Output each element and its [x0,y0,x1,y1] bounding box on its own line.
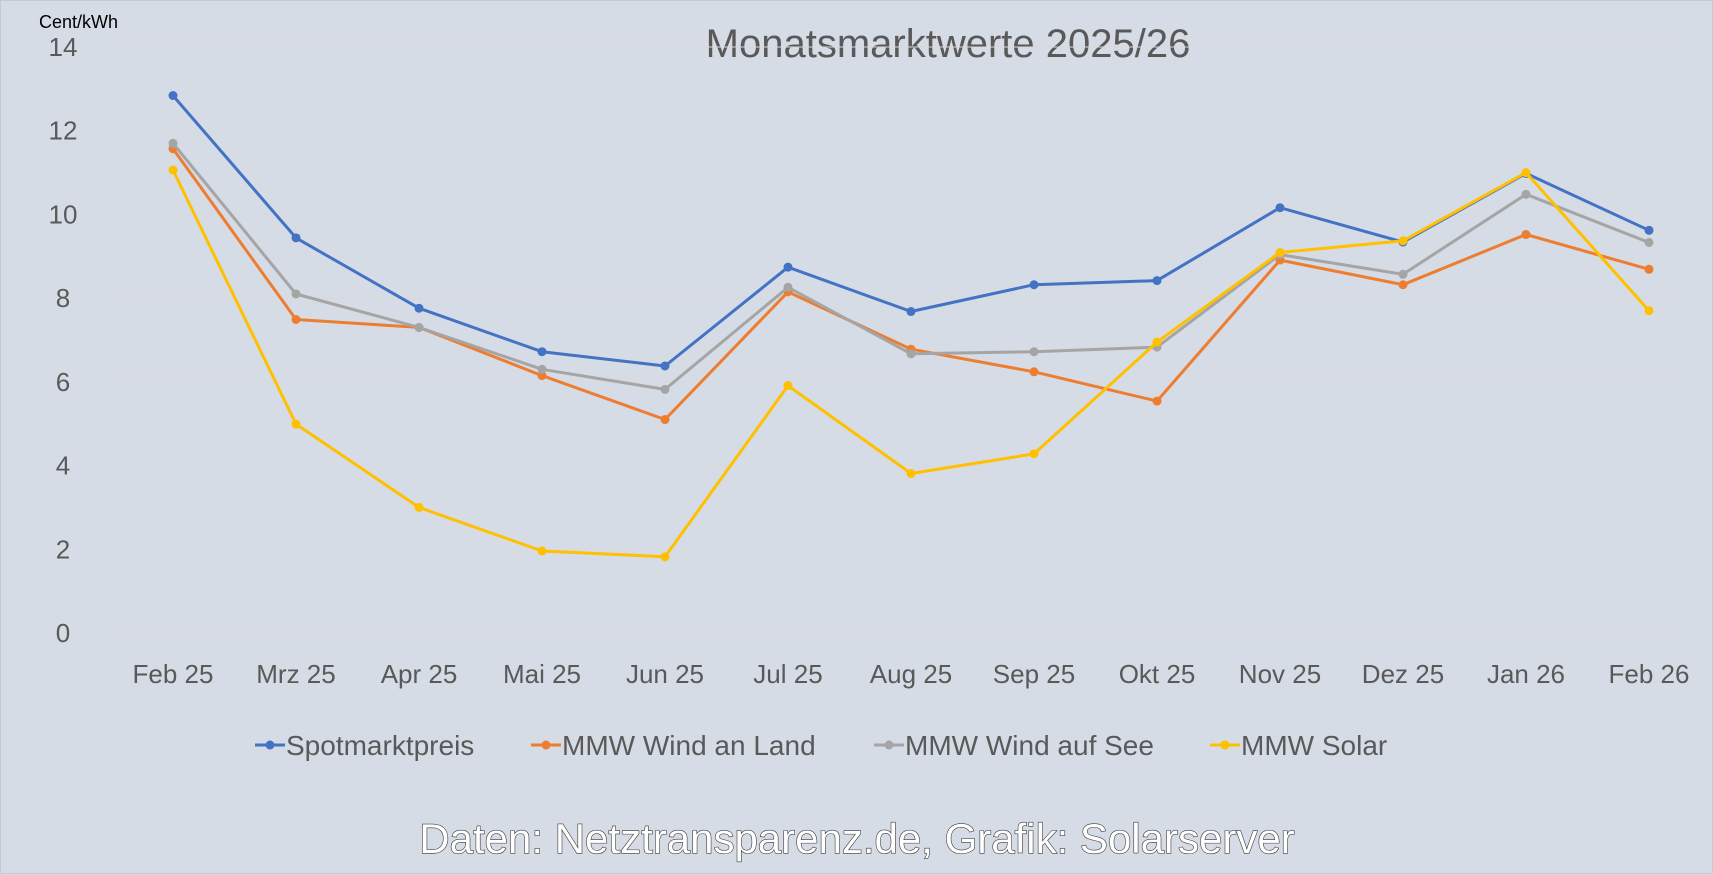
x-tick-label: Sep 25 [993,659,1075,689]
data-point [291,314,301,324]
legend-label: MMW Wind an Land [562,730,816,761]
x-tick-label: Apr 25 [381,659,458,689]
data-point [906,469,916,479]
x-tick-label: Nov 25 [1239,659,1321,689]
data-point [168,165,178,175]
y-tick-label: 6 [56,367,70,397]
data-source-credit: Daten: Netztransparenz.de, Grafik: Solar… [419,815,1294,862]
legend-point-marker [541,740,551,750]
data-point [660,552,670,562]
data-point [1398,236,1408,246]
legend-point-marker [1220,740,1230,750]
legend-point-marker [884,740,894,750]
data-point [1152,276,1162,286]
x-tick-label: Mai 25 [503,659,581,689]
data-point [1029,347,1039,357]
x-axis-ticks: Feb 25 Mrz 25 Apr 25 Mai 25 Jun 25 Jul 25 Aug … [133,659,1690,689]
data-point [1029,449,1039,459]
data-point [1521,168,1531,178]
data-point [414,303,424,313]
y-tick-label: 2 [56,534,70,564]
y-tick-label: 10 [49,199,78,229]
x-tick-label: Feb 26 [1609,659,1690,689]
data-point [537,364,547,374]
x-tick-label: Jun 25 [626,659,704,689]
data-point [1152,396,1162,406]
y-axis-unit-label: Cent/kWh [39,12,118,32]
data-series [168,91,1654,562]
series-4 [168,165,1654,562]
data-point [1398,269,1408,279]
data-point [537,546,547,556]
data-point [1644,237,1654,247]
x-tick-label: Jan 26 [1487,659,1565,689]
data-point [660,415,670,425]
data-point [660,384,670,394]
data-point [783,282,793,292]
legend-label: Spotmarktpreis [286,730,474,761]
y-tick-label: 14 [49,32,78,62]
series-3 [168,138,1654,394]
data-point [1521,230,1531,240]
data-point [660,361,670,371]
legend-point-marker [265,740,275,750]
data-point [906,349,916,359]
x-tick-label: Aug 25 [870,659,952,689]
y-tick-label: 12 [49,116,78,146]
data-point [1152,337,1162,347]
chart-title: Monatsmarktwerte 2025/26 [706,22,1191,66]
data-point [1275,203,1285,213]
legend-item: MMW Wind auf See [874,730,1154,761]
y-axis-ticks: 0 2 4 6 8 10 12 14 [49,32,78,648]
gridlines [111,46,1681,634]
x-tick-label: Okt 25 [1119,659,1196,689]
series-1 [168,91,1654,371]
data-point [414,502,424,512]
legend-label: MMW Wind auf See [905,730,1154,761]
data-point [168,138,178,148]
x-tick-label: Feb 25 [133,659,214,689]
y-tick-label: 4 [56,451,70,481]
data-point [906,307,916,317]
x-tick-label: Mrz 25 [256,659,335,689]
data-point [537,347,547,357]
data-point [783,262,793,272]
legend-item: MMW Solar [1210,730,1387,761]
data-point [1275,248,1285,258]
data-point [291,233,301,243]
data-point [291,419,301,429]
series-line [171,168,1651,559]
x-tick-label: Jul 25 [753,659,822,689]
series-line [171,147,1651,421]
legend-label: MMW Solar [1241,730,1387,761]
data-point [291,289,301,299]
legend: Spotmarktpreis MMW Wind an Land MMW Wind a… [255,730,1387,761]
legend-item: MMW Wind an Land [531,730,816,761]
data-point [537,371,547,381]
y-tick-label: 8 [56,283,70,313]
x-tick-label: Dez 25 [1362,659,1444,689]
data-point [1644,306,1654,316]
data-point [1521,189,1531,199]
data-point [168,91,178,101]
data-point [414,322,424,332]
data-point [783,381,793,391]
data-point [1029,367,1039,377]
data-point [1029,280,1039,290]
legend-item: Spotmarktpreis [255,730,474,761]
data-point [1398,280,1408,290]
y-tick-label: 0 [56,618,70,648]
data-point [1644,225,1654,235]
data-point [1644,264,1654,274]
